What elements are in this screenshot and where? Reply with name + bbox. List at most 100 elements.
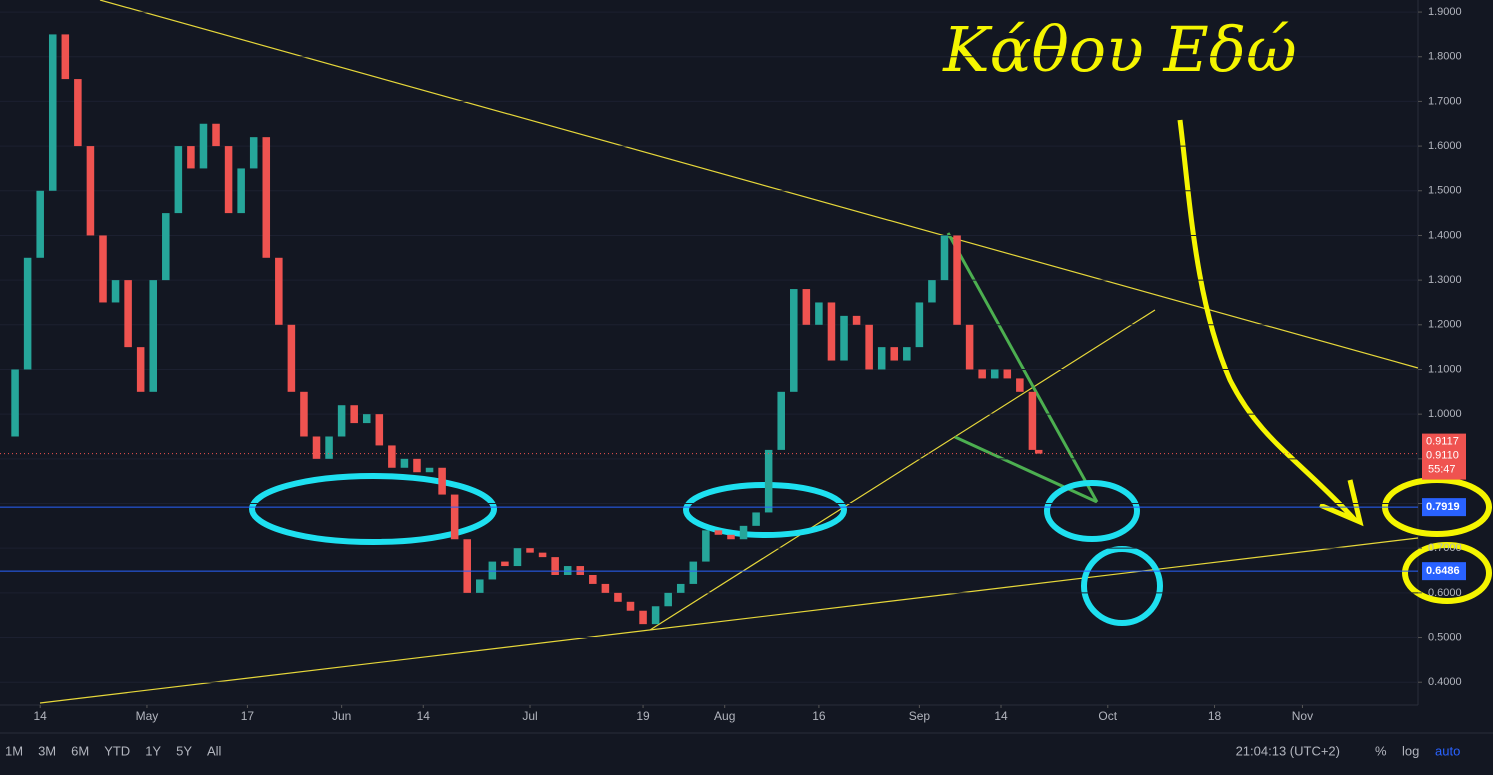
highlight-circle <box>1402 542 1492 604</box>
candle <box>287 324 296 392</box>
y-tick-label: 1.9000 <box>1428 6 1462 18</box>
price-tag-label: 0.9110 <box>1426 450 1459 462</box>
candle <box>212 123 220 147</box>
candle <box>61 34 70 80</box>
candle <box>576 566 585 575</box>
y-tick-label: 1.8000 <box>1428 51 1462 63</box>
x-tick-label: 14 <box>994 709 1008 723</box>
candle <box>614 592 622 602</box>
range-button[interactable]: All <box>207 743 222 758</box>
candle <box>764 449 773 513</box>
candle <box>86 146 95 236</box>
candle <box>262 137 271 258</box>
candle <box>664 592 672 607</box>
candle <box>890 347 899 361</box>
candle <box>174 146 183 214</box>
candle <box>689 561 698 584</box>
candle <box>915 302 924 348</box>
price-tag <box>1422 498 1466 517</box>
candle <box>375 414 384 446</box>
candle <box>162 213 170 281</box>
candle <box>425 467 434 473</box>
candle <box>714 530 723 535</box>
candle <box>752 512 760 526</box>
drawings <box>39 0 1492 704</box>
range-button[interactable]: 6M <box>71 743 89 758</box>
candle <box>852 315 861 325</box>
candle <box>300 391 308 437</box>
candle <box>978 369 986 379</box>
range-button[interactable]: YTD <box>104 743 130 758</box>
candle <box>199 123 208 169</box>
candle <box>312 436 321 459</box>
candle <box>739 525 748 540</box>
y-tick-label: 1.0000 <box>1428 408 1462 420</box>
candle <box>777 391 785 450</box>
y-tick-label: 0.6000 <box>1428 587 1462 599</box>
x-tick-label: May <box>136 709 159 723</box>
candle <box>111 280 120 303</box>
candle <box>136 347 145 392</box>
option-button[interactable]: log <box>1402 743 1419 758</box>
candle <box>413 458 421 473</box>
candle <box>325 436 333 459</box>
y-tick-label: 1.3000 <box>1428 274 1462 286</box>
x-tick-label: 14 <box>417 709 431 723</box>
candle <box>727 534 735 540</box>
candle <box>450 494 459 540</box>
trendline <box>946 232 1099 503</box>
option-button[interactable]: auto <box>1435 743 1460 758</box>
price-tag-label: 0.9117 <box>1426 436 1459 448</box>
y-tick-label: 1.2000 <box>1428 319 1462 331</box>
option-button[interactable]: % <box>1375 743 1387 758</box>
candle <box>790 289 798 392</box>
y-tick-label: 0.5000 <box>1428 631 1462 643</box>
y-tick-label: 1.5000 <box>1428 185 1462 197</box>
candle <box>513 548 522 567</box>
candle <box>124 280 132 348</box>
candle <box>488 561 497 580</box>
y-tick-label: 0.4000 <box>1428 676 1462 688</box>
price-tag <box>1422 433 1466 480</box>
price-tag-label: 0.7919 <box>1426 501 1460 513</box>
range-button[interactable]: 5Y <box>176 743 192 758</box>
candle <box>965 324 974 370</box>
x-tick-label: Nov <box>1292 709 1313 723</box>
candle <box>438 467 446 495</box>
candle <box>388 445 396 468</box>
candle <box>589 574 597 584</box>
candle <box>1016 378 1024 392</box>
candle <box>626 601 635 611</box>
candle <box>362 414 371 424</box>
candle <box>400 458 409 468</box>
x-tick-label: 17 <box>241 709 255 723</box>
candle <box>526 548 534 553</box>
clock: 21:04:13 (UTC+2) <box>1236 743 1340 758</box>
range-button[interactable]: 1Y <box>145 743 161 758</box>
candle <box>676 583 685 593</box>
trendline <box>39 537 1419 704</box>
candle <box>940 235 949 281</box>
candle <box>815 302 823 325</box>
candle <box>476 579 484 593</box>
candle <box>48 34 57 191</box>
candle <box>337 405 346 437</box>
y-tick-label: 1.1000 <box>1428 363 1462 375</box>
trendline <box>99 0 1419 369</box>
range-button[interactable]: 1M <box>5 743 23 758</box>
candle <box>99 235 107 303</box>
candle <box>463 539 471 593</box>
candle <box>551 557 559 575</box>
x-tick-label: 14 <box>34 709 48 723</box>
candle <box>187 146 195 169</box>
range-button[interactable]: 3M <box>38 743 56 758</box>
candle <box>903 347 911 361</box>
candle <box>249 137 258 169</box>
x-tick-label: Sep <box>909 709 931 723</box>
highlight-circle <box>1081 546 1163 626</box>
candle <box>601 583 610 593</box>
candle <box>237 168 245 214</box>
candle <box>928 280 936 303</box>
trendline <box>649 309 1156 631</box>
